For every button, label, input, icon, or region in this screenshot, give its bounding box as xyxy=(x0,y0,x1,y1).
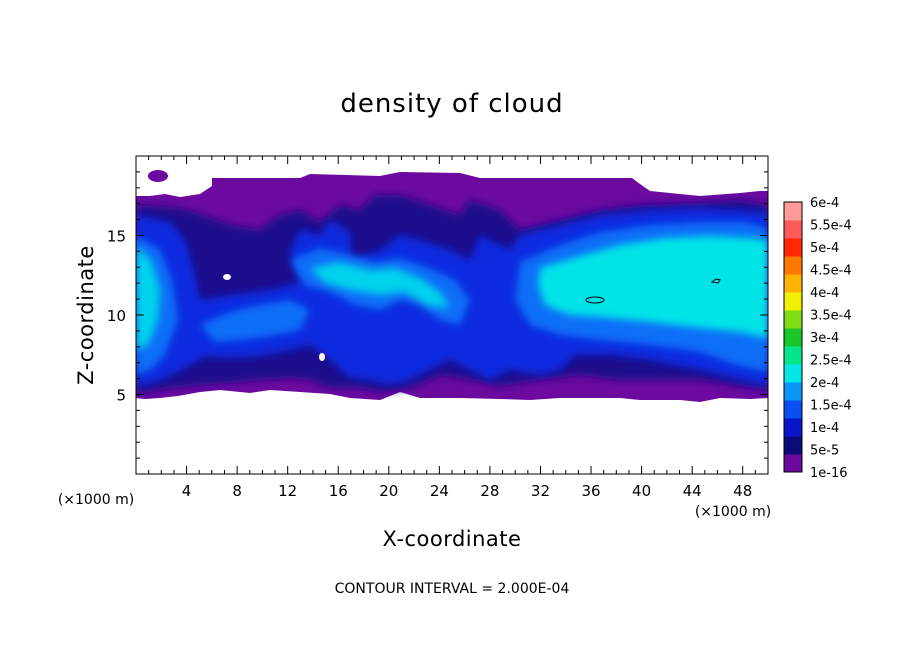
colorbar-label: 5.5e-4 xyxy=(810,219,852,234)
colorbar-label: 4.5e-4 xyxy=(810,264,852,279)
x-unit-label: (×1000 m) xyxy=(695,504,771,520)
colorbar-segment xyxy=(784,346,802,365)
chart-title: density of cloud xyxy=(340,89,563,119)
cloud-level-2e-4-c xyxy=(538,236,768,338)
colorbar-segment xyxy=(784,418,802,437)
colorbar-segment xyxy=(784,220,802,239)
colorbar-label: 2.5e-4 xyxy=(810,354,852,369)
x-tick-label: 44 xyxy=(683,482,702,500)
colorbar-label: 1e-4 xyxy=(810,421,839,436)
colorbar-segment xyxy=(784,400,802,419)
colorbar-label: 6e-4 xyxy=(810,196,839,211)
colorbar-label: 2e-4 xyxy=(810,376,839,391)
colorbar-segment xyxy=(784,310,802,329)
cloud-patch xyxy=(148,170,168,182)
colorbar-segment xyxy=(784,256,802,275)
cloud-level-2e-4-b xyxy=(310,262,450,308)
colorbar-label: 3.5e-4 xyxy=(810,309,852,324)
colorbar xyxy=(783,201,803,473)
colorbar-label: 5e-5 xyxy=(810,444,839,459)
y-tick-label: 10 xyxy=(107,307,126,325)
x-tick-label: 20 xyxy=(379,482,398,500)
x-tick-label: 24 xyxy=(430,482,449,500)
y-ticks xyxy=(136,171,768,459)
y-tick-label: 15 xyxy=(107,228,126,246)
cloud-gap xyxy=(319,353,325,361)
colorbar-segment xyxy=(784,328,802,347)
y-axis-title: Z-coordinate xyxy=(74,245,98,385)
colorbar-segment xyxy=(784,202,802,221)
x-axis-title: X-coordinate xyxy=(383,527,522,551)
x-tick-label: 12 xyxy=(278,482,297,500)
colorbar-label: 3e-4 xyxy=(810,331,839,346)
cloud-gap xyxy=(223,274,231,280)
colorbar-frame xyxy=(783,201,803,473)
colorbar-segment xyxy=(784,436,802,455)
x-tick-labels: 4 8 12 16 20 24 28 32 36 40 44 48 xyxy=(182,482,752,500)
colorbar-segment xyxy=(784,238,802,257)
colorbar-segment xyxy=(784,364,802,383)
colorbar-segment xyxy=(784,382,802,401)
contour-line xyxy=(585,296,605,304)
x-tick-label: 28 xyxy=(480,482,499,500)
cloud-level-2e-4 xyxy=(136,245,160,350)
x-tick-label: 40 xyxy=(632,482,651,500)
x-ticks xyxy=(148,156,756,474)
colorbar-labels: 1e-16 5e-5 1e-4 1.5e-4 2e-4 2.5e-4 3e-4 3.5e-4 4… xyxy=(810,196,852,481)
plot-area xyxy=(136,170,768,402)
colorbar-label: 1e-16 xyxy=(810,466,848,481)
colorbar-label: 5e-4 xyxy=(810,241,839,256)
colorbar-label: 4e-4 xyxy=(810,286,839,301)
x-tick-label: 36 xyxy=(581,482,600,500)
colorbar-segment xyxy=(784,274,802,293)
x-tick-label: 16 xyxy=(329,482,348,500)
x-tick-label: 48 xyxy=(733,482,752,500)
colorbar-label: 1.5e-4 xyxy=(810,399,852,414)
contour-line xyxy=(710,278,721,284)
x-tick-label: 4 xyxy=(182,482,192,500)
cloud-field xyxy=(136,170,768,402)
x-tick-label: 8 xyxy=(232,482,242,500)
y-unit-label: (×1000 m) xyxy=(58,492,134,508)
colorbar-segment xyxy=(784,454,802,473)
y-tick-label: 5 xyxy=(116,387,126,405)
y-tick-labels: 5 10 15 xyxy=(107,228,126,405)
colorbar-segment xyxy=(784,292,802,311)
contour-interval-note: CONTOUR INTERVAL = 2.000E-04 xyxy=(335,581,570,597)
x-tick-label: 32 xyxy=(531,482,550,500)
cloud-level-1.5e-4-b xyxy=(200,300,310,342)
